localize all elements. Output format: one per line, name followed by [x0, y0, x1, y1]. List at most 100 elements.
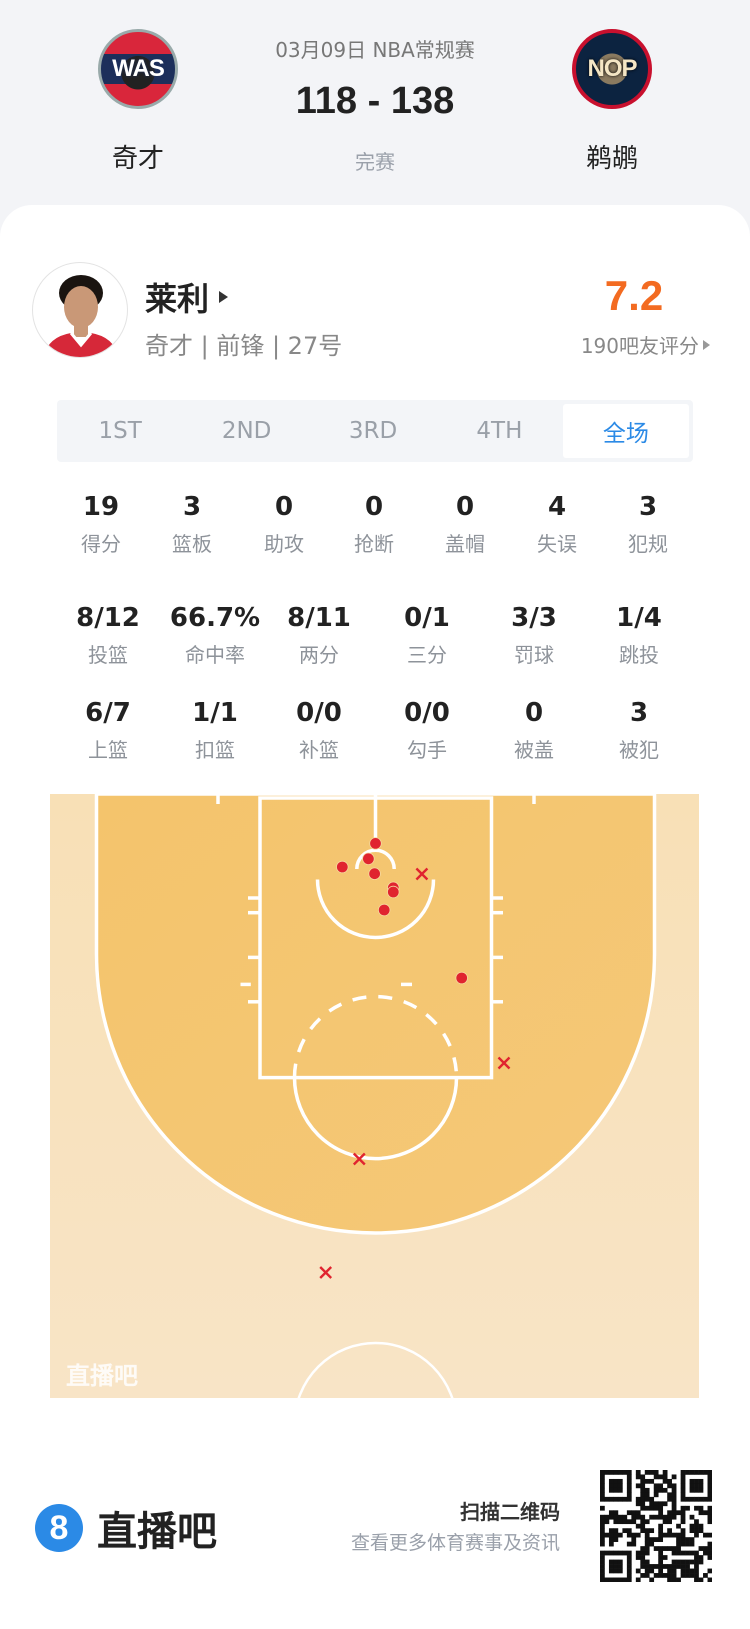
- player-avatar[interactable]: [32, 262, 128, 358]
- free-throw-circle-top: [292, 994, 459, 1078]
- player-rating: 7.2: [604, 272, 664, 319]
- stat-value: 3: [638, 492, 658, 522]
- stat-label: 失误: [537, 532, 577, 556]
- stat-value: 6/7: [85, 698, 131, 728]
- tab-full-game[interactable]: 全场: [562, 404, 690, 458]
- stat-item: 0 盖帽: [415, 492, 515, 557]
- home-team-logo[interactable]: WAS: [98, 29, 178, 109]
- stat-item: 3/3 罚球: [484, 603, 584, 668]
- made-shot-marker: [336, 860, 349, 874]
- stat-value: 3/3: [511, 603, 557, 633]
- made-shot-marker: [368, 867, 381, 880]
- game-status: 完赛: [355, 150, 395, 174]
- player-photo-icon: [43, 275, 119, 357]
- stat-value: 19: [82, 492, 120, 522]
- stat-value: 3: [182, 492, 202, 522]
- stat-value: 0: [274, 492, 294, 522]
- game-date-league: 03月09日 NBA常规赛: [275, 38, 475, 62]
- stat-item: 0/0 勾手: [377, 698, 477, 763]
- stat-value: 4: [547, 492, 567, 522]
- stat-label: 被犯: [619, 738, 659, 762]
- stat-item: 3 犯规: [598, 492, 698, 557]
- stat-item: 0/0 补篮: [269, 698, 369, 763]
- stat-value: 0/0: [404, 698, 450, 728]
- stat-label: 勾手: [407, 738, 447, 762]
- stat-label: 投篮: [88, 643, 128, 667]
- rim-arc: [355, 848, 396, 870]
- stat-item: 0 被盖: [484, 698, 584, 763]
- caret-right-icon: [219, 291, 229, 303]
- stat-item: 3 被犯: [589, 698, 689, 763]
- stat-label: 助攻: [264, 532, 304, 556]
- stat-label: 篮板: [172, 532, 212, 556]
- stat-item: 6/7 上篮: [58, 698, 158, 763]
- shot-chart: 直播吧: [50, 794, 699, 1398]
- rating-count-link[interactable]: 190吧友评分: [581, 330, 710, 359]
- stat-value: 0: [455, 492, 475, 522]
- stat-label: 抢断: [354, 532, 394, 556]
- stat-value: 3: [629, 698, 649, 728]
- stat-item: 3 篮板: [142, 492, 242, 557]
- made-shot-marker: [362, 852, 375, 866]
- stat-label: 盖帽: [445, 532, 485, 556]
- stat-label: 补篮: [299, 738, 339, 762]
- stat-item: 8/11 两分: [269, 603, 369, 668]
- brand-logo-icon: 8: [35, 1504, 83, 1552]
- scan-title: 扫描二维码: [460, 1500, 560, 1524]
- stat-value: 1/1: [192, 698, 238, 728]
- tab-3rd[interactable]: 3RD: [348, 418, 398, 444]
- missed-shot-marker: [497, 1056, 511, 1070]
- stat-label: 两分: [299, 643, 339, 667]
- stat-item: 1/1 扣篮: [165, 698, 265, 763]
- made-shot-marker: [455, 971, 468, 985]
- stat-value: 0: [524, 698, 544, 728]
- made-shot-marker: [378, 903, 391, 917]
- stat-item: 66.7% 命中率: [165, 603, 265, 668]
- stat-label: 犯规: [628, 532, 668, 556]
- made-shot-marker: [369, 837, 382, 850]
- made-shot-marker: [387, 885, 400, 899]
- tab-1st[interactable]: 1ST: [98, 418, 142, 444]
- restricted-area-arc: [315, 879, 436, 940]
- missed-shot-marker: [352, 1152, 366, 1166]
- free-throw-circle-bottom: [292, 1077, 459, 1161]
- stat-value: 0/0: [296, 698, 342, 728]
- missed-shot-marker: [319, 1266, 333, 1279]
- tab-4th[interactable]: 4TH: [476, 418, 523, 444]
- stat-value: 0/1: [404, 603, 450, 633]
- home-team-name[interactable]: 奇才: [111, 144, 164, 174]
- stat-value: 8/11: [287, 603, 351, 633]
- away-team-abbr: NOP: [587, 55, 637, 82]
- stat-item: 8/12 投篮: [58, 603, 158, 668]
- footer-brand[interactable]: 8 直播吧: [35, 1499, 217, 1557]
- away-team-name[interactable]: 鹈鹕: [585, 144, 638, 174]
- stat-label: 被盖: [514, 738, 554, 762]
- scan-subtitle: 查看更多体育赛事及资讯: [350, 1532, 560, 1554]
- stat-item: 0 抢断: [324, 492, 424, 557]
- court-svg: 直播吧: [50, 794, 699, 1398]
- stat-label: 命中率: [185, 643, 245, 667]
- stat-label: 得分: [81, 532, 121, 556]
- missed-shot-marker: [415, 867, 429, 881]
- qr-code[interactable]: [600, 1470, 712, 1582]
- caret-right-icon: [703, 339, 710, 350]
- center-circle: [297, 1341, 454, 1398]
- stat-value: 8/12: [76, 603, 140, 633]
- stat-label: 三分: [407, 643, 447, 667]
- stat-label: 扣篮: [195, 738, 235, 762]
- stat-label: 上篮: [88, 738, 128, 762]
- stat-value: 66.7%: [169, 603, 261, 633]
- stat-value: 0: [364, 492, 384, 522]
- three-point-area: [94, 794, 657, 1235]
- stat-value: 1/4: [616, 603, 662, 633]
- brand-logo-digit: 8: [49, 1508, 69, 1547]
- away-team-logo[interactable]: NOP: [572, 29, 652, 109]
- player-meta: 奇才 | 前锋 | 27号: [145, 332, 343, 360]
- player-name: 莱利: [145, 280, 210, 318]
- stat-label: 罚球: [514, 643, 554, 667]
- stat-item: 0 助攻: [234, 492, 334, 557]
- tab-2nd[interactable]: 2ND: [221, 418, 272, 444]
- player-name-link[interactable]: 莱利: [145, 274, 229, 320]
- stat-item: 19 得分: [51, 492, 151, 557]
- shot-markers: [319, 837, 511, 1279]
